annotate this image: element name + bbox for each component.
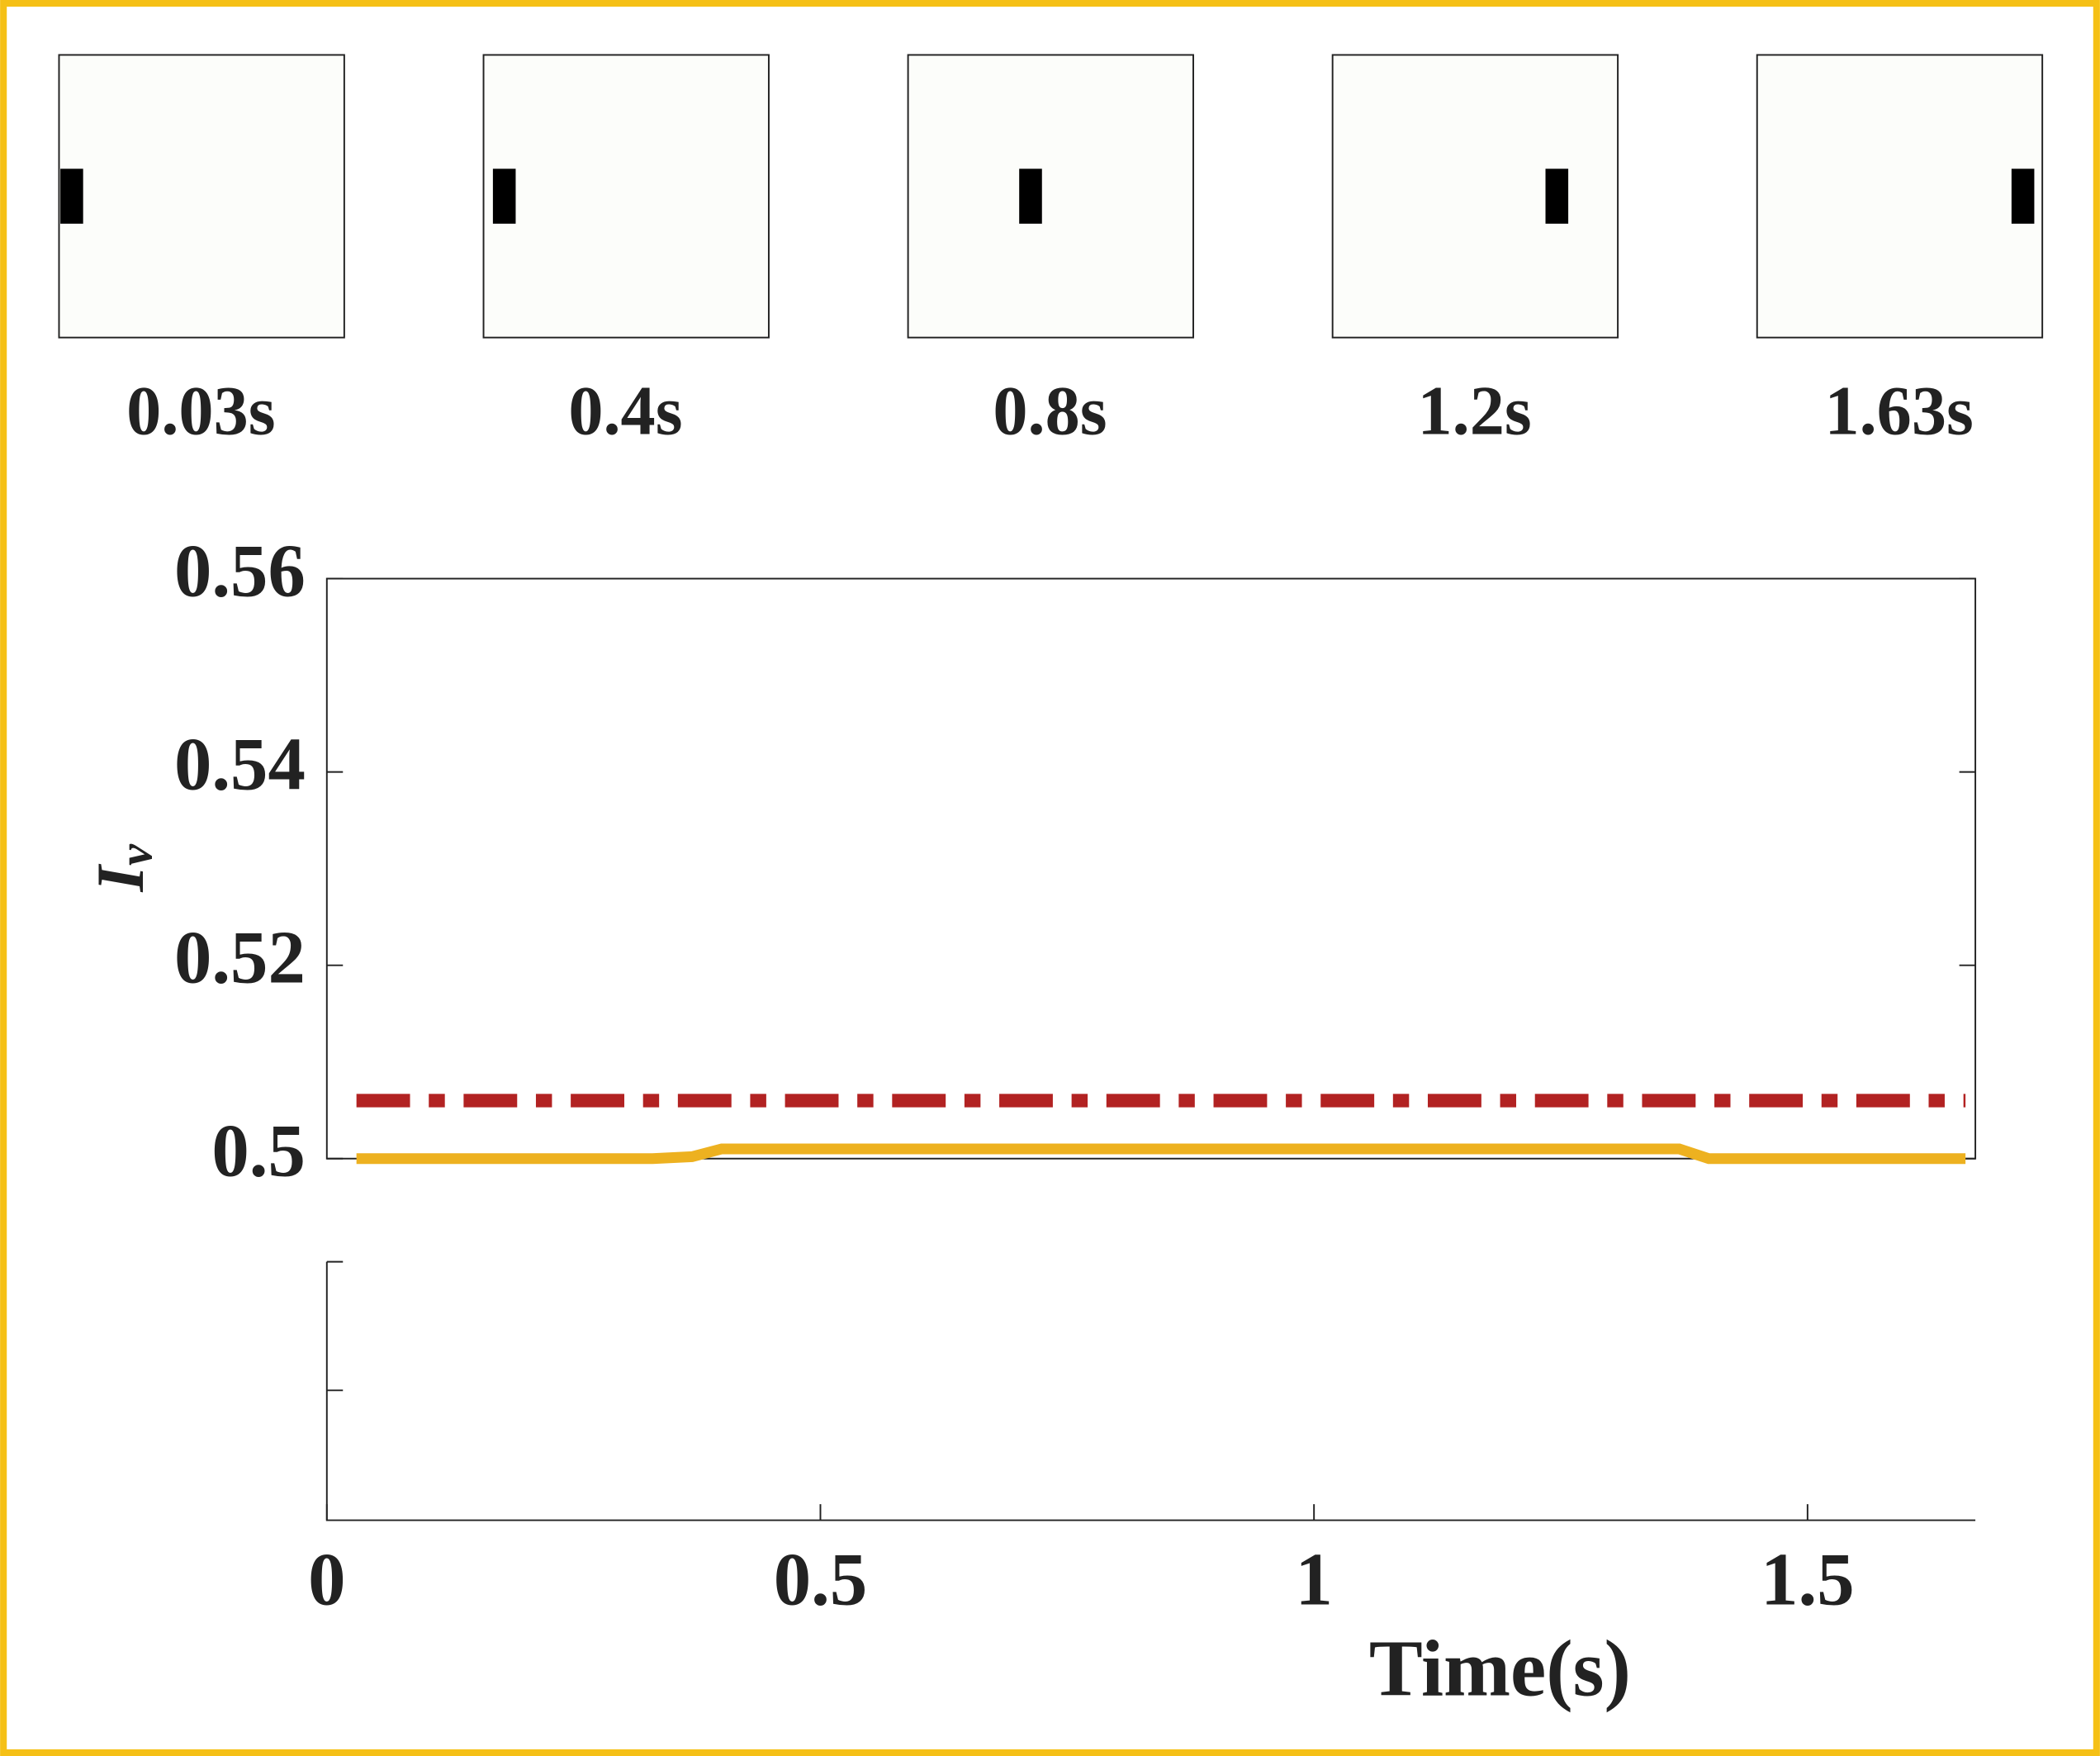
- y-tick-label: 0.52: [174, 916, 306, 999]
- frame-label: 0.8s: [993, 373, 1107, 449]
- frame: [482, 54, 770, 339]
- lower-tick: [326, 1260, 344, 1392]
- frame: [907, 54, 1194, 339]
- frame-label: 0.4s: [568, 373, 682, 449]
- x-axis-label: Time(s): [1369, 1625, 1631, 1714]
- series-line: [356, 1143, 1966, 1165]
- frame-object: [1019, 168, 1042, 224]
- y-label-sub: v: [109, 843, 163, 866]
- y-axis-label: Iv: [83, 843, 163, 893]
- y-label-main: I: [83, 864, 158, 893]
- frame-object: [2011, 168, 2035, 224]
- x-tick-label: 1: [1295, 1538, 1332, 1621]
- frame-label: 0.03s: [126, 373, 275, 449]
- frame: [1756, 54, 2044, 339]
- frame-label: 1.63s: [1824, 373, 1973, 449]
- x-tick-label: 0.5: [774, 1538, 867, 1621]
- frame-label: 1.2s: [1417, 373, 1531, 449]
- upper-panel: [325, 577, 1977, 1160]
- frame-object: [60, 168, 83, 224]
- frame: [58, 54, 345, 339]
- frame-object: [1545, 168, 1569, 224]
- frame: [1331, 54, 1619, 339]
- y-tick-label: 0.54: [174, 722, 306, 805]
- x-tick-label: 0: [308, 1538, 345, 1621]
- x-tick-label: 1.5: [1761, 1538, 1854, 1621]
- frame-object: [492, 168, 516, 224]
- y-tick-label: 0.56: [174, 529, 306, 612]
- y-tick-label: 0.5: [211, 1109, 306, 1193]
